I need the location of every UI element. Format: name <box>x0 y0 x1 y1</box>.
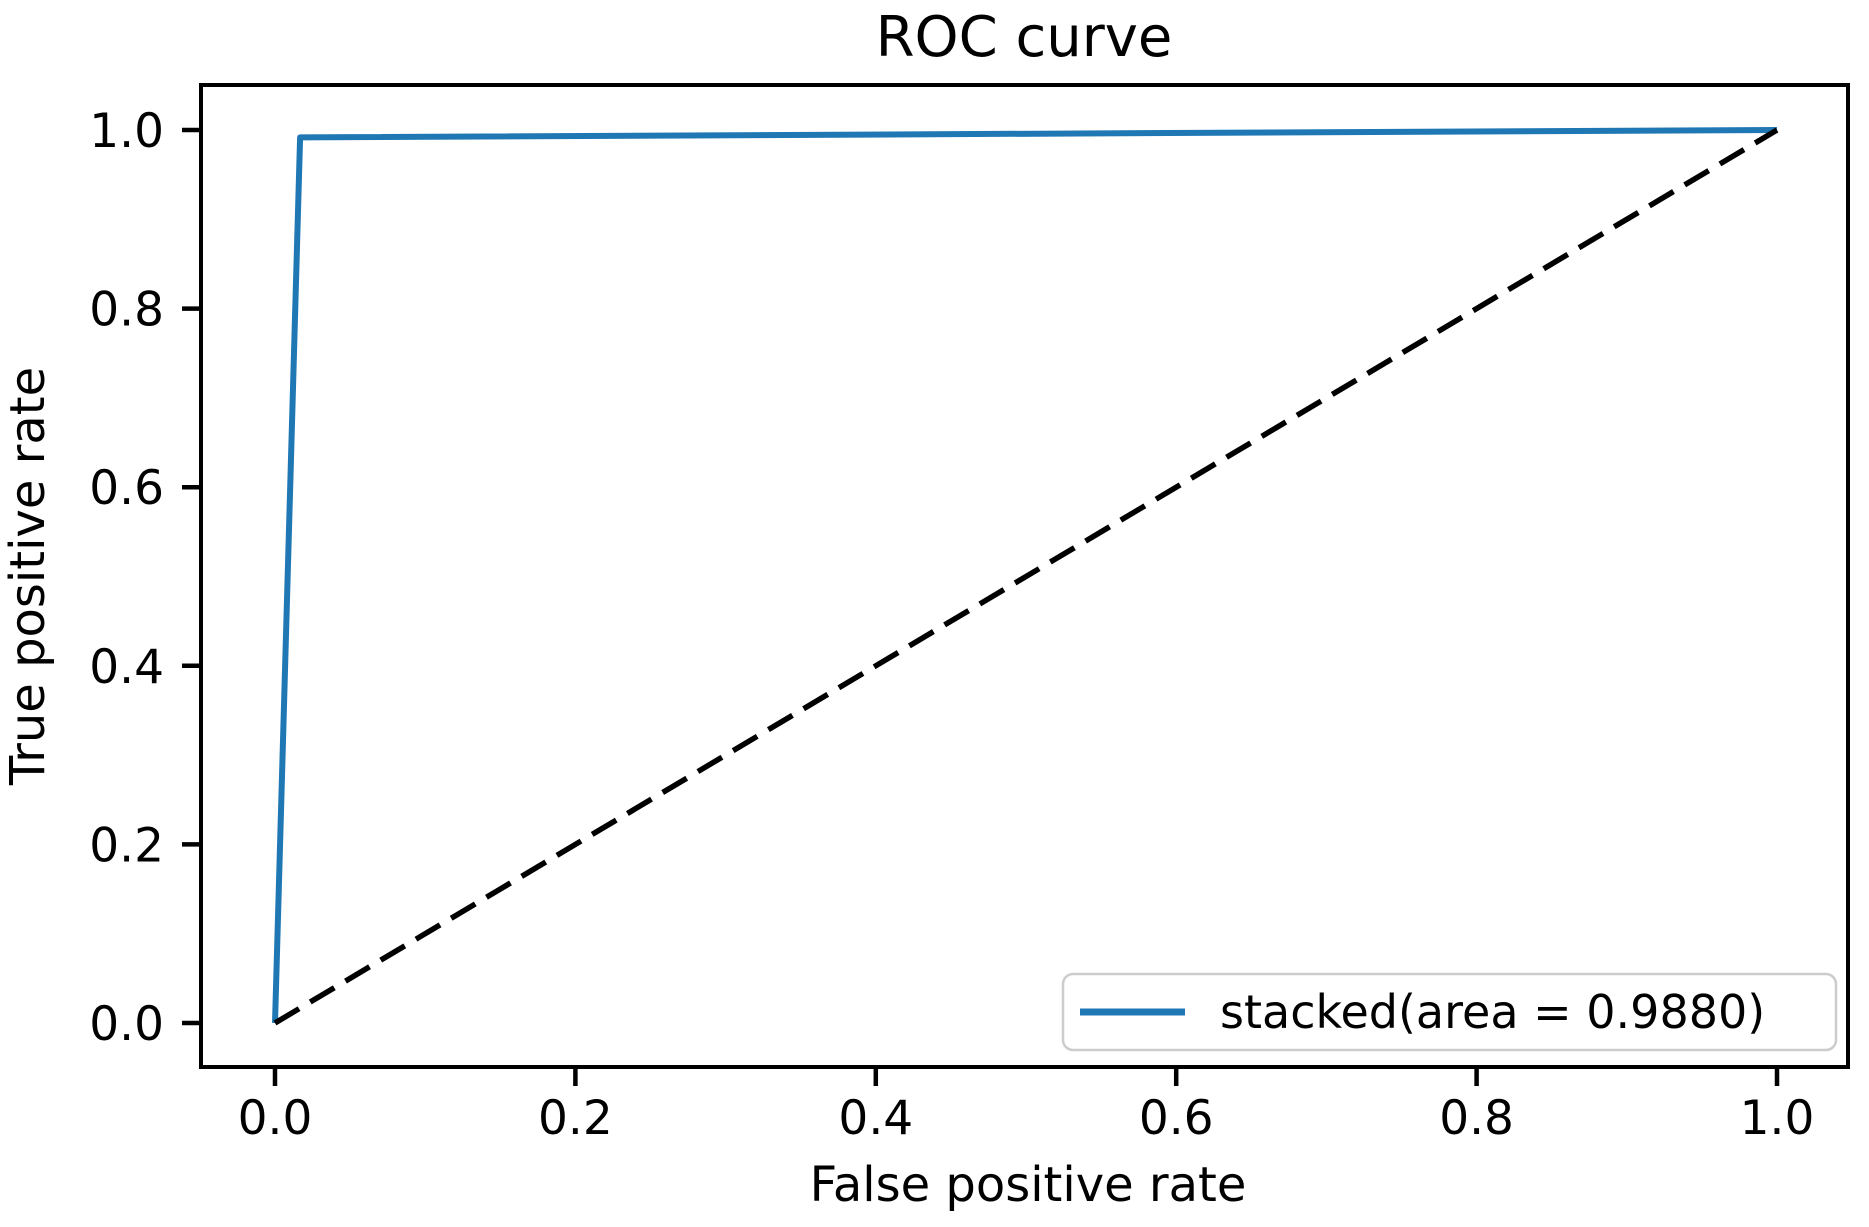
x-tick-label: 0.0 <box>238 1091 313 1146</box>
series-group <box>272 127 1779 1026</box>
y-axis-ticks: 0.0 0.2 0.4 0.6 0.8 1.0 <box>89 104 201 1052</box>
y-axis-label: True positive rate <box>0 367 56 786</box>
legend: stacked(area = 0.9880) <box>1061 972 1838 1052</box>
y-tick-label: 1.0 <box>89 104 164 159</box>
x-axis-ticks: 0.0 0.2 0.4 0.6 0.8 1.0 <box>238 1067 1815 1146</box>
legend-label: stacked(area = 0.9880) <box>1220 985 1765 1039</box>
x-tick-label: 0.6 <box>1139 1091 1214 1146</box>
x-tick-label: 1.0 <box>1740 1091 1815 1146</box>
x-tick-label: 0.8 <box>1439 1091 1514 1146</box>
x-axis-label: False positive rate <box>810 1157 1247 1213</box>
x-tick-label: 0.2 <box>538 1091 613 1146</box>
chart-title: ROC curve <box>876 5 1173 70</box>
x-tick-label: 0.4 <box>838 1091 913 1146</box>
roc-curve <box>272 127 1778 1024</box>
y-tick-label: 0.0 <box>89 997 164 1052</box>
y-tick-label: 0.6 <box>89 461 164 516</box>
reference-diagonal <box>273 127 1779 1026</box>
y-tick-label: 0.4 <box>89 640 164 695</box>
y-tick-label: 0.2 <box>89 818 164 873</box>
axes-spines <box>199 83 1850 1069</box>
y-tick-label: 0.8 <box>89 283 164 338</box>
legend-box <box>1061 972 1838 1052</box>
